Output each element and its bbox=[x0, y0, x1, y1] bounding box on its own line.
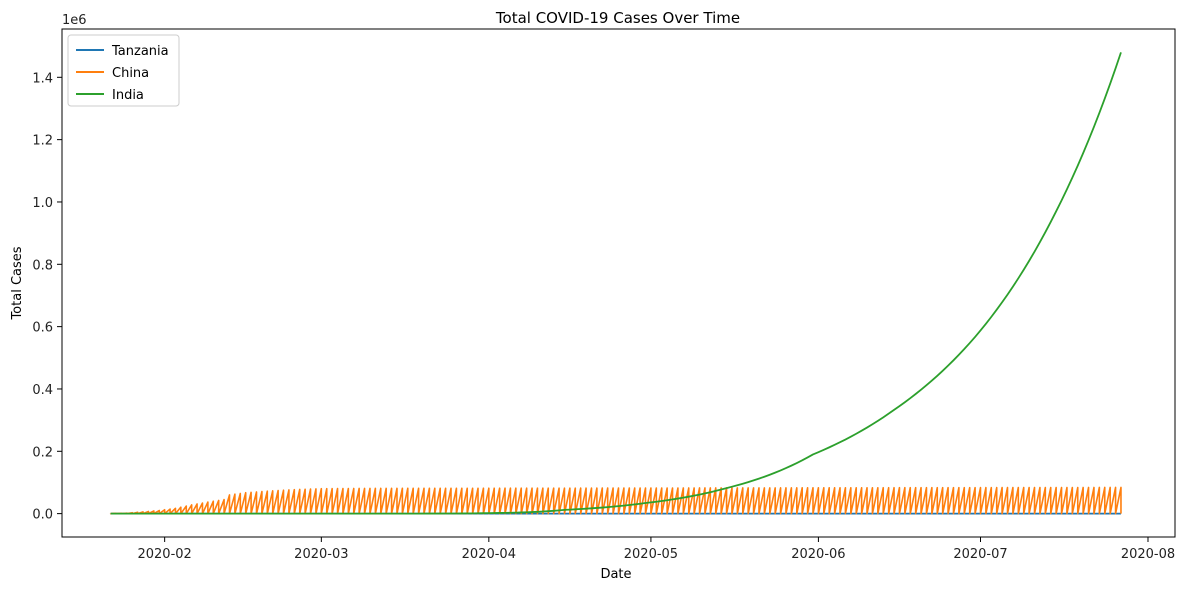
legend-label-tanzania: Tanzania bbox=[111, 44, 169, 59]
x-axis-label: Date bbox=[600, 567, 631, 582]
y-axis-label: Total Cases bbox=[10, 246, 25, 320]
x-tick-label: 2020-02 bbox=[137, 547, 191, 562]
y-axis: 0.0 0.2 0.4 0.6 0.8 1.0 1.2 1.4 bbox=[32, 71, 62, 523]
y-tick-label: 0.4 bbox=[32, 383, 53, 398]
legend-box bbox=[67, 34, 180, 107]
x-tick-label: 2020-05 bbox=[624, 547, 678, 562]
series-layer bbox=[109, 52, 1122, 515]
y-tick-label: 1.0 bbox=[32, 196, 53, 211]
y-axis-offset-label: 1e6 bbox=[62, 13, 87, 28]
y-tick-label: 0.2 bbox=[32, 445, 53, 460]
x-tick-label: 2020-03 bbox=[294, 547, 348, 562]
x-axis: 2020-02 2020-03 2020-04 2020-05 2020-06 2020-… bbox=[137, 537, 1175, 562]
series-line-china bbox=[109, 486, 1122, 515]
x-tick-label: 2020-07 bbox=[953, 547, 1007, 562]
legend: Tanzania China India bbox=[67, 34, 180, 107]
legend-label-india: India bbox=[112, 88, 144, 103]
legend-label-china: China bbox=[112, 66, 149, 81]
y-tick-label: 0.0 bbox=[32, 508, 53, 523]
plot-background bbox=[62, 29, 1175, 537]
series-line-india bbox=[110, 52, 1122, 515]
y-tick-label: 0.8 bbox=[32, 258, 53, 273]
y-tick-label: 1.2 bbox=[32, 134, 53, 149]
y-tick-label: 0.6 bbox=[32, 321, 53, 336]
y-tick-label: 1.4 bbox=[32, 71, 53, 86]
x-tick-label: 2020-08 bbox=[1121, 547, 1175, 562]
plot-frame bbox=[61, 28, 1176, 538]
x-tick-label: 2020-04 bbox=[462, 547, 516, 562]
chart-title: Total COVID-19 Cases Over Time bbox=[495, 9, 740, 27]
x-tick-label: 2020-06 bbox=[791, 547, 845, 562]
